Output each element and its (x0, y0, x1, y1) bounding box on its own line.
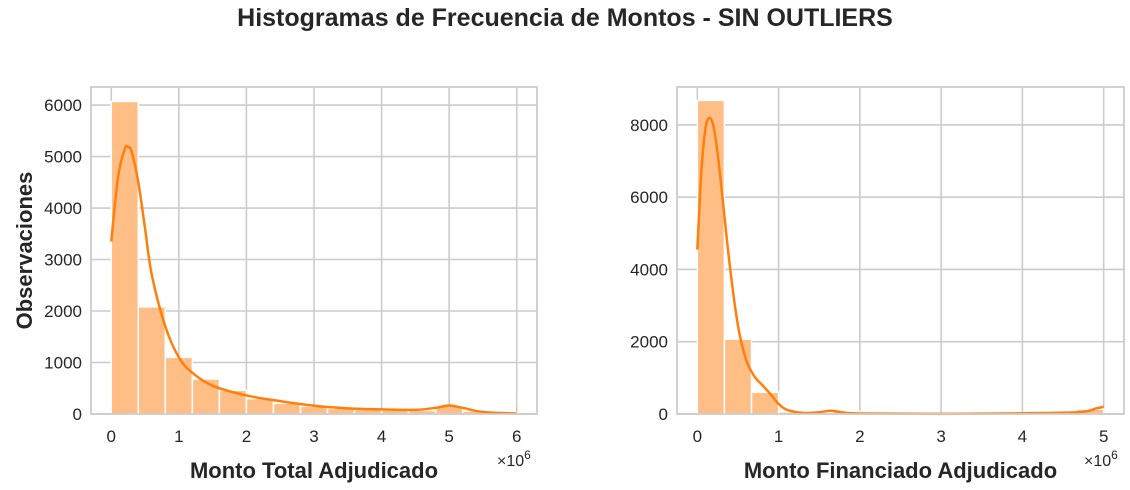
x-axis-multiplier: ×106 (497, 448, 531, 470)
x-axis-label: Monto Total Adjudicado (190, 458, 438, 483)
y-tick-label: 0 (659, 405, 668, 424)
histogram-bar (750, 391, 780, 415)
histogram-bar (723, 338, 753, 415)
subplot-2: 0 1 2 3 4 5 0 2000 4000 6000 8000 ×106 Monto Financi… (630, 86, 1125, 483)
x-tick-label: 2 (242, 427, 251, 446)
y-tick-label: 5000 (44, 148, 82, 167)
y-tick-label: 4000 (630, 260, 668, 279)
y-tick-label: 1000 (44, 354, 82, 373)
x-tick-label: 3 (309, 427, 318, 446)
y-tick-label: 3000 (44, 251, 82, 270)
histogram-bar (191, 378, 221, 415)
y-tick-label: 6000 (630, 188, 668, 207)
x-tick-label: 4 (377, 427, 386, 446)
x-tick-label: 2 (855, 427, 864, 446)
x-axis-multiplier: ×106 (1084, 448, 1118, 470)
x-tick-label: 5 (1099, 427, 1108, 446)
histogram-bar (272, 402, 302, 415)
histogram-bar (245, 397, 275, 415)
y-axis-label: Observaciones (12, 172, 37, 330)
y-tick-label: 0 (73, 405, 82, 424)
x-axis-label: Monto Financiado Adjudicado (744, 458, 1057, 483)
x-tick-label: 6 (512, 427, 521, 446)
histogram-bar (137, 306, 167, 415)
x-tick-label: 5 (444, 427, 453, 446)
x-tick-label: 4 (1018, 427, 1027, 446)
subplot-1: 0 1 2 3 4 5 6 0 1000 2000 3000 4000 5000 6000 ×106 Mont… (12, 86, 538, 483)
plot-frame (90, 86, 538, 415)
figure-title: Histogramas de Frecuencia de Montos - SI… (237, 4, 893, 32)
y-tick-label: 2000 (44, 302, 82, 321)
plot-frame (676, 86, 1125, 415)
x-tick-label: 1 (774, 427, 783, 446)
y-tick-label: 6000 (44, 96, 82, 115)
y-tick-label: 2000 (630, 333, 668, 352)
histogram-bar (164, 356, 194, 415)
y-tick-label: 4000 (44, 199, 82, 218)
kde-line (110, 144, 517, 415)
x-tick-label: 0 (107, 427, 116, 446)
x-tick-label: 1 (174, 427, 183, 446)
kde-line (696, 116, 1104, 416)
histogram-bar (696, 99, 726, 415)
y-tick-label: 8000 (630, 116, 668, 135)
x-tick-label: 3 (936, 427, 945, 446)
x-tick-label: 0 (693, 427, 702, 446)
